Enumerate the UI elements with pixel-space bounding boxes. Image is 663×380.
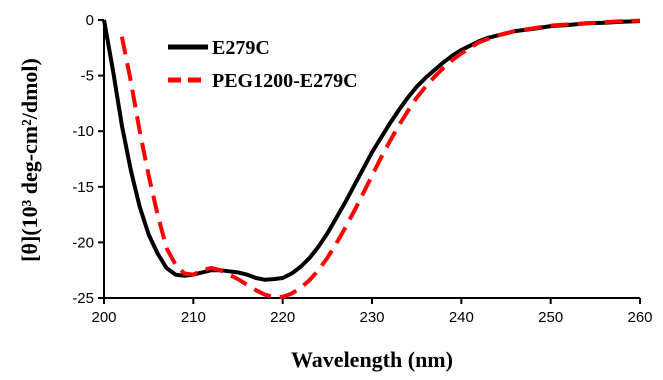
x-tick-label: 250 [538, 309, 563, 326]
legend-label-e279c: E279C [212, 37, 270, 59]
y-tick-label: 0 [86, 12, 94, 29]
x-tick-label: 200 [91, 309, 116, 326]
y-tick-label: -5 [81, 68, 94, 85]
y-tick-label: -15 [72, 179, 94, 196]
y-tick-label: -10 [72, 123, 94, 140]
x-tick-label: 260 [627, 309, 652, 326]
legend-label-peg1200-e279c: PEG1200-E279C [212, 70, 358, 92]
x-axis-title: Wavelength (nm) [291, 347, 453, 372]
tick-labels: 200 210 220 230 240 250 260 0 -5 -10 -15 -20 -25 [72, 12, 652, 326]
series-line-e279c [102, 19, 641, 282]
x-tick-label: 230 [359, 309, 384, 326]
x-tick-label: 220 [270, 309, 295, 326]
legend: E279C PEG1200-E279C [168, 37, 358, 92]
y-tick-label: -25 [72, 290, 94, 307]
y-tick-label: -20 [72, 234, 94, 251]
x-tick-label: 240 [449, 309, 474, 326]
series-lines [102, 18, 641, 299]
y-axis-title: [θ](10³ deg-cm²/dmol) [17, 58, 42, 262]
x-tick-label: 210 [181, 309, 206, 326]
tick-marks [98, 19, 641, 304]
series-line-peg1200-e279c [119, 18, 641, 299]
axes [103, 20, 640, 299]
